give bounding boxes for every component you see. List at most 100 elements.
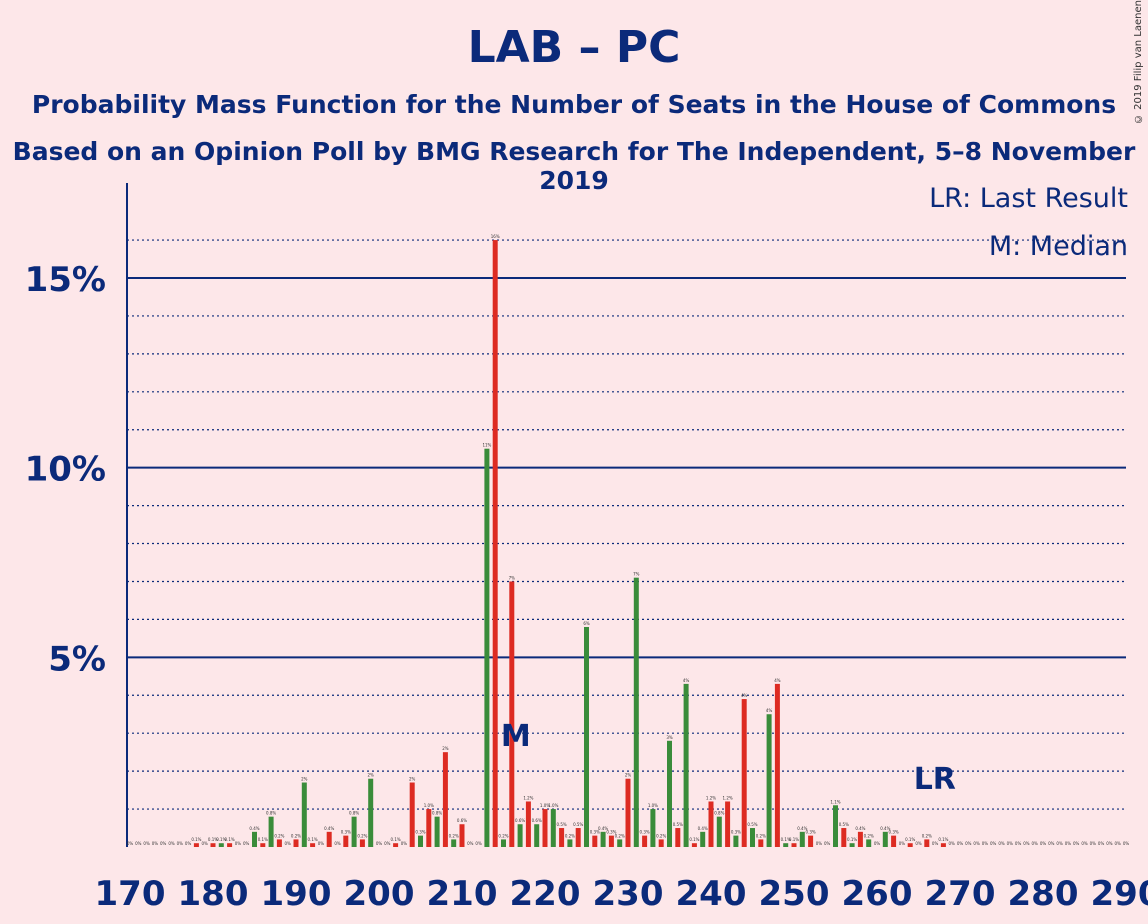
bar-label-267: 0% — [932, 841, 939, 846]
bar-seat-251 — [799, 831, 805, 847]
bar-label-265: 0% — [915, 841, 922, 846]
bar-label-225: 6% — [583, 621, 590, 626]
bar-label-276: 0% — [1007, 841, 1014, 846]
bar-seat-246 — [758, 839, 764, 847]
bar-label-238: 0.1% — [689, 837, 699, 842]
bar-label-220: 1.0% — [540, 803, 550, 808]
bar-label-278: 0% — [1023, 841, 1030, 846]
bar-label-244: 4% — [741, 693, 748, 698]
bar-seat-239 — [700, 831, 706, 847]
bar-label-191: 2% — [301, 777, 308, 782]
bar-label-287: 0% — [1098, 841, 1105, 846]
bar-label-268: 0.1% — [938, 837, 948, 842]
bar-label-271: 0% — [965, 841, 972, 846]
bar-label-259: 0.2% — [864, 833, 874, 838]
bar-label-261: 0.4% — [880, 826, 890, 831]
bar-label-286: 0% — [1090, 841, 1097, 846]
bar-label-197: 0.8% — [349, 811, 359, 816]
bar-label-186: 0.1% — [258, 837, 268, 842]
bar-label-192: 0.1% — [308, 837, 318, 842]
bar-label-283: 0% — [1065, 841, 1072, 846]
bar-label-273: 0% — [982, 841, 989, 846]
bar-label-213: 11% — [482, 443, 491, 448]
bar-label-270: 0% — [957, 841, 964, 846]
bar-seat-205 — [418, 835, 423, 847]
bar-label-170: 0% — [127, 841, 134, 846]
x-tick-label: 220 — [510, 874, 581, 914]
bar-seat-192 — [310, 843, 316, 847]
y-tick-label: 5% — [48, 639, 106, 679]
bar-label-193: 0% — [318, 841, 325, 846]
bar-seat-244 — [741, 699, 747, 847]
bar-label-202: 0.1% — [391, 837, 401, 842]
bar-seat-198 — [359, 839, 365, 847]
bar-seat-187 — [268, 816, 274, 847]
bar-label-196: 0.3% — [341, 830, 351, 835]
bar-seat-261 — [882, 831, 888, 847]
bar-seat-249 — [783, 843, 789, 847]
x-tick-label: 260 — [842, 874, 913, 914]
x-tick-label: 190 — [261, 874, 332, 914]
bar-seat-268 — [940, 843, 946, 847]
chart-source: Based on an Opinion Poll by BMG Research… — [12, 137, 1136, 195]
bar-seat-232 — [642, 835, 648, 847]
bar-label-231: 7% — [633, 572, 640, 577]
bar-label-185: 0.4% — [249, 826, 259, 831]
bar-label-258: 0.4% — [855, 826, 865, 831]
bar-seat-266 — [924, 839, 930, 847]
bar-seat-191 — [301, 782, 307, 847]
bar-label-285: 0% — [1081, 841, 1088, 846]
bar-label-189: 0% — [285, 841, 292, 846]
bar-seat-230 — [625, 778, 631, 847]
bar-label-226: 0.3% — [590, 830, 600, 835]
bar-label-216: 7% — [509, 575, 516, 580]
bar-label-234: 0.2% — [656, 833, 666, 838]
bar-seat-243 — [733, 835, 739, 847]
bar-label-275: 0% — [998, 841, 1005, 846]
bar-label-251: 0.4% — [797, 826, 807, 831]
bar-seat-225 — [584, 626, 589, 847]
bar-label-290: 0% — [1123, 841, 1130, 846]
bar-label-217: 0.6% — [515, 818, 525, 823]
bar-label-173: 0% — [152, 841, 159, 846]
bar-label-222: 0.5% — [557, 822, 567, 827]
bar-seat-206 — [426, 809, 432, 847]
bar-label-201: 0% — [384, 841, 391, 846]
bar-label-227: 0.4% — [598, 826, 608, 831]
bar-label-171: 0% — [135, 841, 142, 846]
bar-label-179: 0% — [202, 841, 209, 846]
bar-label-247: 4% — [766, 708, 773, 713]
bar-label-280: 0% — [1040, 841, 1047, 846]
bar-seat-219 — [534, 824, 540, 847]
bar-seat-210 — [459, 824, 465, 847]
bar-seat-252 — [808, 835, 814, 847]
bar-seat-199 — [368, 778, 374, 847]
bar-seat-241 — [716, 816, 722, 847]
bar-label-242: 1.2% — [723, 795, 733, 800]
bar-seat-235 — [667, 740, 672, 847]
bar-label-235: 3% — [666, 735, 673, 740]
bar-label-239: 0.4% — [698, 826, 708, 831]
bar-label-195: 0% — [334, 841, 341, 846]
bar-label-262: 0.3% — [889, 830, 899, 835]
bar-seat-242 — [725, 801, 731, 847]
bar-seat-228 — [608, 835, 614, 847]
bar-label-177: 0% — [185, 841, 192, 846]
bar-seat-255 — [833, 805, 838, 847]
bar-label-223: 0.2% — [565, 833, 575, 838]
bar-seat-259 — [866, 839, 872, 847]
bar-label-229: 0.2% — [615, 833, 625, 838]
bar-label-230: 2% — [625, 773, 632, 778]
bar-seat-202 — [393, 843, 399, 847]
bar-label-200: 0% — [376, 841, 383, 846]
bar-seat-186 — [260, 843, 266, 847]
x-tick-label: 250 — [759, 874, 830, 914]
bar-label-187: 0.8% — [266, 811, 276, 816]
bar-label-248: 4% — [774, 678, 781, 683]
bar-label-180: 0.1% — [208, 837, 218, 842]
x-tick-label: 280 — [1008, 874, 1079, 914]
bar-label-228: 0.3% — [606, 830, 616, 835]
bar-seat-226 — [592, 835, 598, 847]
bar-label-255: 1.1% — [830, 799, 840, 804]
bar-label-266: 0.2% — [922, 833, 932, 838]
